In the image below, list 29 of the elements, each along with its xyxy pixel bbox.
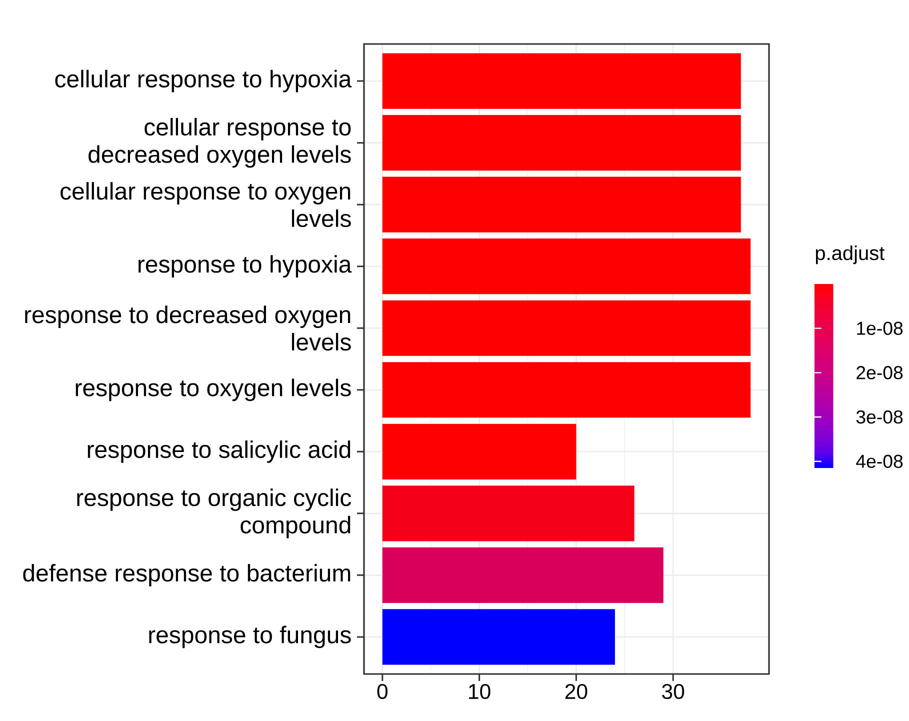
bar (382, 486, 634, 542)
bar (382, 238, 751, 294)
y-tick-label: response to decreased oxygen levels (25, 306, 351, 351)
color-bar-label: 4e-08 (856, 454, 903, 468)
bar (382, 609, 615, 665)
bar (382, 115, 741, 171)
bar (382, 176, 741, 232)
x-tick-label: 10 (469, 684, 490, 700)
color-bar-label: 1e-08 (857, 322, 903, 335)
bar (382, 300, 751, 356)
y-tick-label: response to fungus (149, 626, 351, 648)
bar (382, 362, 751, 418)
bar (382, 424, 576, 480)
x-tick-label: 30 (662, 684, 684, 700)
y-tick-label: response to hypoxia (138, 255, 352, 278)
color-bar-title: p.adjust (816, 246, 885, 264)
x-tick-label: 20 (565, 684, 588, 700)
y-tick-label: cellular response to hypoxia (55, 70, 352, 92)
y-tick-label: cellular response to decreased oxygen levels (88, 118, 351, 168)
y-tick-label: response to organic cyclic compound (77, 488, 352, 538)
bar (382, 547, 664, 603)
color-bar-label: 3e-08 (856, 410, 903, 424)
y-tick-label: cellular response to oxygen levels (60, 182, 351, 228)
color-bar-label: 2e-08 (856, 366, 903, 380)
x-tick-label: 0 (377, 684, 388, 700)
y-tick-label: response to salicylic acid (88, 440, 350, 463)
y-tick-label: response to oxygen levels (76, 378, 351, 402)
bar (382, 53, 741, 109)
y-tick-label: defense response to bacterium (23, 564, 350, 586)
